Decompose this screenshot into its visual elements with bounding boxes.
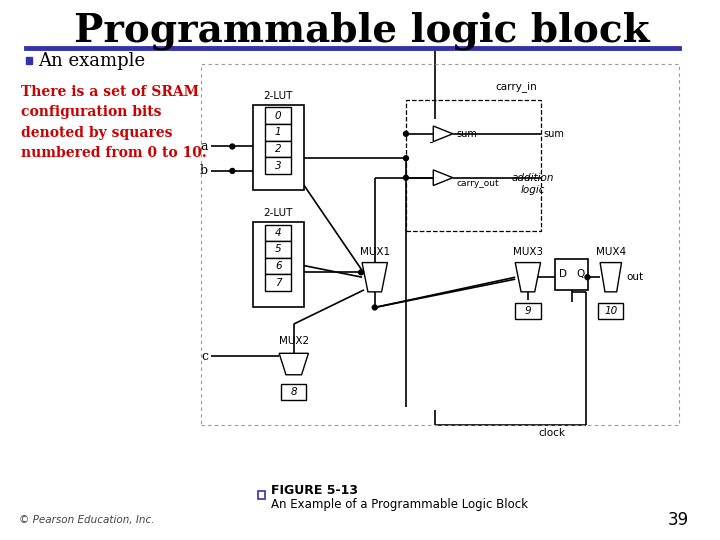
Bar (266, 157, 291, 174)
Polygon shape (433, 170, 453, 186)
Bar (281, 383, 307, 400)
Circle shape (230, 168, 235, 173)
Text: numbered from 0 to 10.: numbered from 0 to 10. (21, 146, 207, 160)
Polygon shape (600, 262, 621, 292)
Text: sum: sum (456, 129, 477, 139)
Polygon shape (279, 353, 308, 375)
Text: Programmable logic block: Programmable logic block (74, 11, 650, 50)
Text: 8: 8 (290, 387, 297, 397)
Text: 1: 1 (275, 127, 282, 137)
Text: FIGURE 5-13: FIGURE 5-13 (271, 484, 359, 497)
Circle shape (403, 176, 408, 180)
Text: 39: 39 (667, 511, 689, 529)
Circle shape (372, 305, 377, 310)
Bar (555, 259, 588, 290)
Text: MUX2: MUX2 (279, 335, 309, 346)
Text: An example: An example (38, 52, 145, 70)
Polygon shape (516, 262, 541, 292)
Circle shape (403, 156, 408, 160)
Text: 6: 6 (275, 261, 282, 271)
Text: configuration bits: configuration bits (21, 105, 161, 119)
Bar (266, 225, 291, 241)
Polygon shape (362, 262, 387, 292)
Bar (266, 107, 291, 124)
Text: 10: 10 (604, 306, 618, 316)
Bar (266, 274, 291, 291)
Text: © Pearson Education, Inc.: © Pearson Education, Inc. (19, 515, 154, 525)
Text: MUX3: MUX3 (513, 247, 543, 256)
Text: There is a set of SRAM: There is a set of SRAM (21, 85, 199, 99)
Text: a: a (200, 140, 208, 153)
Text: clock: clock (539, 428, 566, 438)
Text: sum: sum (544, 129, 564, 139)
Text: c: c (201, 350, 208, 363)
Text: 2-LUT: 2-LUT (264, 208, 293, 218)
Bar (266, 241, 291, 258)
Circle shape (585, 275, 590, 280)
Text: D: D (559, 269, 567, 279)
Bar (406, 100, 541, 231)
Text: logic: logic (521, 185, 545, 195)
Text: 2: 2 (275, 144, 282, 154)
Text: Q: Q (577, 269, 585, 279)
Text: 7: 7 (275, 278, 282, 288)
Bar (598, 302, 624, 319)
Text: 3: 3 (275, 160, 282, 171)
Text: b: b (199, 164, 208, 177)
Text: addition: addition (511, 173, 554, 183)
Circle shape (359, 270, 364, 275)
Text: 0: 0 (275, 111, 282, 121)
Text: 4: 4 (275, 228, 282, 238)
Polygon shape (433, 126, 453, 141)
Text: 5: 5 (275, 245, 282, 254)
Bar (258, 491, 266, 498)
Bar (25, 57, 32, 64)
Bar (266, 258, 291, 274)
Text: An Example of a Programmable Logic Block: An Example of a Programmable Logic Block (271, 498, 528, 511)
Text: carry_in: carry_in (495, 81, 537, 92)
Text: denoted by squares: denoted by squares (21, 126, 172, 140)
Text: out: out (626, 272, 644, 282)
Bar (266, 140, 291, 157)
Bar (516, 302, 541, 319)
Text: carry_out: carry_out (456, 179, 499, 188)
Bar (253, 221, 304, 307)
Text: 2-LUT: 2-LUT (264, 91, 293, 100)
Circle shape (403, 131, 408, 136)
Bar (201, 64, 679, 424)
Text: MUX4: MUX4 (595, 247, 626, 256)
Bar (253, 105, 304, 191)
Text: MUX1: MUX1 (360, 247, 390, 256)
Text: 9: 9 (525, 306, 531, 316)
Bar (266, 124, 291, 140)
Circle shape (230, 144, 235, 149)
